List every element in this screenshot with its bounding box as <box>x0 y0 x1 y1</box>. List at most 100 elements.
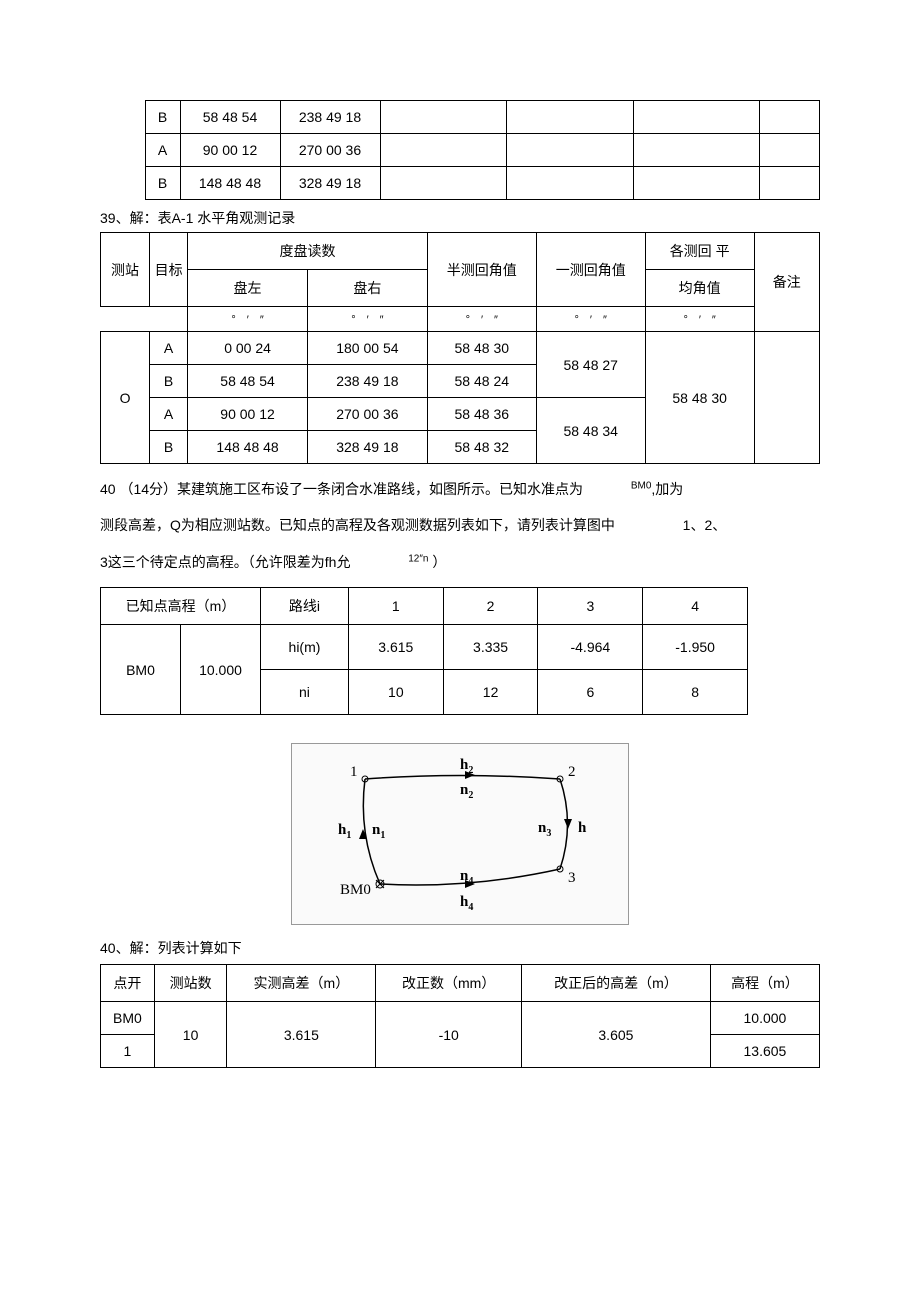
cell <box>380 134 507 167</box>
cell: -4.964 <box>538 625 643 670</box>
diagram-label: h <box>578 820 587 836</box>
diagram-label-3: 3 <box>568 870 576 886</box>
header-avg-prefix: 各测回 平 <box>645 233 754 270</box>
header: 改正数（mm） <box>376 965 522 1002</box>
diagram-label-bm0: BM0 <box>340 882 371 898</box>
cell <box>507 167 634 200</box>
header: 改正后的高差（m） <box>522 965 711 1002</box>
q39-label: 39、解：表A-1 水平角观测记录 <box>100 208 820 228</box>
known-data-table: 已知点高程（m） 路线i 1 2 3 4 BM0 10.000 hi(m) 3.… <box>100 587 748 715</box>
cell: 270 00 36 <box>307 398 427 431</box>
calculation-table: 点开 测站数 实测高差（m） 改正数（mm） 改正后的高差（m） 高程（m） B… <box>100 964 820 1068</box>
header: 4 <box>643 588 748 625</box>
cell: 10 <box>348 670 443 715</box>
table-row: B 148 48 48 328 49 18 <box>100 167 820 200</box>
table-unit-row: ° ′ ″ ° ′ ″ ° ′ ″ ° ′ ″ ° ′ ″ <box>101 307 820 332</box>
header-half: 半测回角值 <box>427 233 536 307</box>
cell: 90 00 12 <box>188 398 308 431</box>
diagram-label: n1 <box>372 822 385 841</box>
cell: 6 <box>538 670 643 715</box>
unit-cell: ° ′ ″ <box>645 307 754 332</box>
text: 12″n <box>408 553 428 564</box>
cell <box>380 101 507 134</box>
text: 3这三个待定点的高程。（允许限差为fh允 <box>100 554 350 570</box>
diagram-label: n3 <box>538 820 551 839</box>
cell: 58 48 32 <box>427 431 536 464</box>
cell <box>633 101 760 134</box>
table-header-row: 点开 测站数 实测高差（m） 改正数（mm） 改正后的高差（m） 高程（m） <box>101 965 820 1002</box>
cell: 238 49 18 <box>280 101 380 134</box>
header: 路线i <box>261 588 349 625</box>
table-row: A 90 00 12 270 00 36 <box>100 134 820 167</box>
text: 测段高差，Q为相应测站数。已知点的高程及各观测数据列表如下，请列表计算图中 <box>100 517 615 533</box>
q40-line3: 3这三个待定点的高程。（允许限差为fh允 12″n ） <box>100 551 820 573</box>
header: 测站数 <box>154 965 227 1002</box>
unit-cell: ° ′ ″ <box>427 307 536 332</box>
cell: 148 48 48 <box>180 167 280 200</box>
loop-svg: 1 2 3 BM0 h2 n2 n3 h n4 h4 h1 n1 <box>310 754 610 914</box>
diagram-label: h4 <box>460 894 473 913</box>
text: BM0 <box>631 480 652 491</box>
table-header-row: 测站 目标 度盘读数 半测回角值 一测回角值 各测回 平 备注 <box>101 233 820 270</box>
station-cell: O <box>101 332 150 464</box>
header-right: 盘右 <box>307 270 427 307</box>
cell: 238 49 18 <box>307 365 427 398</box>
leveling-loop-diagram: 1 2 3 BM0 h2 n2 n3 h n4 h4 h1 n1 <box>100 743 820 928</box>
cell <box>760 134 820 167</box>
q40-line1: 40 （14分）某建筑施工区布设了一条闭合水准路线，如图所示。已知水准点为 BM… <box>100 478 820 500</box>
q40-answer-label: 40、解：列表计算如下 <box>100 938 820 958</box>
cell <box>633 134 760 167</box>
cell: -10 <box>376 1002 522 1068</box>
unit-cell: ° ′ ″ <box>188 307 308 332</box>
cell: 328 49 18 <box>280 167 380 200</box>
header-station: 测站 <box>101 233 150 307</box>
cell <box>760 167 820 200</box>
diagram-label: n2 <box>460 782 473 801</box>
cell <box>633 167 760 200</box>
cell: 3.615 <box>227 1002 376 1068</box>
unit-cell: ° ′ ″ <box>307 307 427 332</box>
table-header-row: 已知点高程（m） 路线i 1 2 3 4 <box>101 588 748 625</box>
header: 实测高差（m） <box>227 965 376 1002</box>
cell: 148 48 48 <box>188 431 308 464</box>
text: 40 （14分）某建筑施工区布设了一条闭合水准路线，如图所示。已知水准点为 <box>100 481 583 497</box>
cell: 180 00 54 <box>307 332 427 365</box>
cell: 8 <box>643 670 748 715</box>
table-row: BM0 10.000 hi(m) 3.615 3.335 -4.964 -1.9… <box>101 625 748 670</box>
q40-line2: 测段高差，Q为相应测站数。已知点的高程及各观测数据列表如下，请列表计算图中 1、… <box>100 514 820 536</box>
table-row: BM0 10 3.615 -10 3.605 10.000 <box>101 1002 820 1035</box>
cell: 58 48 34 <box>536 398 645 464</box>
cell <box>507 134 634 167</box>
cell: BM0 <box>101 1002 155 1035</box>
header-left: 盘左 <box>188 270 308 307</box>
header: 点开 <box>101 965 155 1002</box>
cell: A <box>150 332 188 365</box>
header-one: 一测回角值 <box>536 233 645 307</box>
cell: 58 48 36 <box>427 398 536 431</box>
table-row: O A 0 00 24 180 00 54 58 48 30 58 48 27 … <box>101 332 820 365</box>
text: ,加为 <box>651 481 683 497</box>
unit-cell: ° ′ ″ <box>536 307 645 332</box>
cell <box>380 167 507 200</box>
cell: 1 <box>101 1035 155 1068</box>
cell: 90 00 12 <box>180 134 280 167</box>
cell <box>754 332 819 464</box>
diagram-label: h1 <box>338 822 351 841</box>
cell: 12 <box>443 670 538 715</box>
cell: 270 00 36 <box>280 134 380 167</box>
cell: 10.000 <box>181 625 261 715</box>
header: 3 <box>538 588 643 625</box>
header: 已知点高程（m） <box>101 588 261 625</box>
cell <box>760 101 820 134</box>
cell: 58 48 54 <box>180 101 280 134</box>
cell: -1.950 <box>643 625 748 670</box>
header: 1 <box>348 588 443 625</box>
cell: hi(m) <box>261 625 349 670</box>
diagram-label-2: 2 <box>568 764 576 780</box>
header: 高程（m） <box>710 965 819 1002</box>
cell: 58 48 27 <box>536 332 645 398</box>
cell: 58 48 30 <box>645 332 754 464</box>
cell <box>507 101 634 134</box>
header-target: 目标 <box>150 233 188 307</box>
header-avg-suffix: 均角值 <box>645 270 754 307</box>
